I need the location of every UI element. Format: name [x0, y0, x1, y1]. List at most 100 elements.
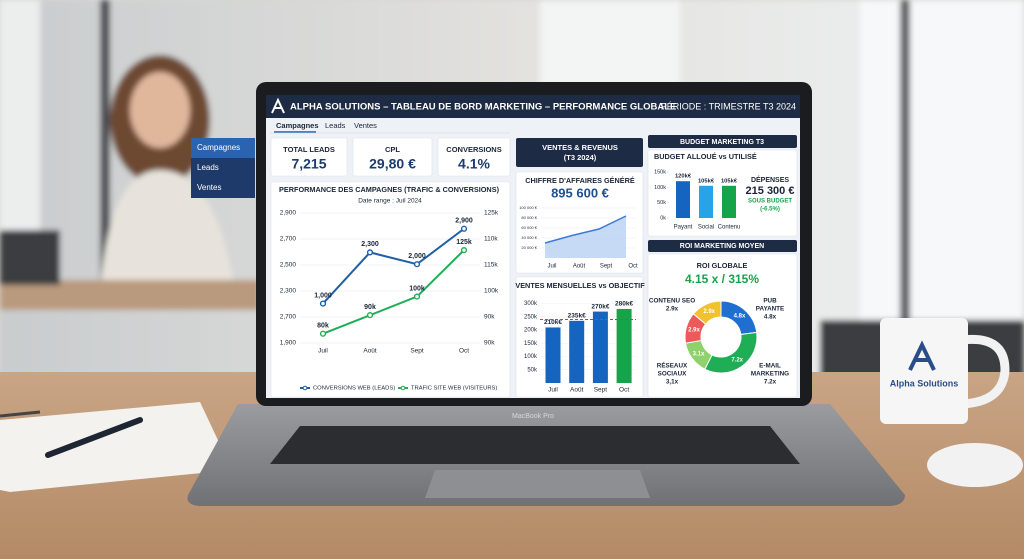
y-tick-label: 1,900 [280, 340, 297, 347]
x-tick-label: Contenu [718, 225, 741, 231]
segment-label: 4.8x [734, 314, 746, 320]
data-point [319, 300, 327, 307]
sidebar-item[interactable]: Campagnes [197, 143, 240, 152]
data-label: 2,000 [408, 253, 426, 260]
x-tick-label: Payant [674, 225, 693, 231]
callout-label: E-MAIL [759, 363, 781, 370]
x-tick-label: Oct [459, 348, 469, 355]
data-label: 210k€ [544, 319, 562, 326]
mug: Alpha Solutions [880, 318, 1010, 424]
x-tick-label: Août [570, 387, 584, 394]
bar [699, 185, 713, 218]
y-tick-label: 150k [654, 169, 666, 175]
header-title: ALPHA SOLUTIONS – TABLEAU DE BORD MARKET… [290, 102, 676, 113]
section-title: (T3 2024) [564, 153, 597, 162]
bar [592, 311, 608, 383]
line-series [322, 249, 465, 335]
window [540, 0, 680, 90]
data-label: 235k€ [568, 313, 586, 320]
callout-label: SOCIAUX [658, 371, 687, 378]
y-tick-label: 2,300 [280, 288, 297, 295]
y-tick-label: 2,700 [280, 314, 297, 321]
line-series [322, 227, 465, 305]
notebook-spiral [0, 410, 41, 418]
data-label: 120k€ [675, 174, 692, 180]
header-period: PÉRIODE : TRIMESTRE T3 2024 [661, 101, 796, 111]
area-line [544, 215, 627, 244]
x-tick-label: Sept [410, 348, 424, 355]
chart-title: ROI GLOBALE [697, 261, 748, 270]
data-point [460, 225, 468, 232]
sidebar-item[interactable]: Leads [197, 163, 219, 172]
tab[interactable]: Campagnes [276, 121, 319, 130]
chart-title: CHIFFRE D'AFFAIRES GÉNÉRÉ [525, 176, 635, 185]
kpi-label: TOTAL LEADS [283, 145, 335, 154]
keyboard [270, 426, 800, 464]
data-label: 80k [317, 323, 329, 330]
x-tick-label: Sept [594, 387, 608, 394]
x-tick-label: Août [573, 264, 586, 270]
y-tick-label: 100k [524, 354, 538, 360]
y-tick-label: 50k [527, 367, 538, 373]
kpi-value: 29,80 € [369, 156, 416, 172]
chart-subtitle: Date range : Juil 2024 [358, 198, 422, 205]
data-point [319, 330, 327, 337]
chart-title: VENTES MENSUELLES vs OBJECTIF [515, 281, 645, 290]
data-point [413, 293, 421, 300]
bar [616, 308, 632, 383]
section-title: BUDGET MARKETING T3 [680, 139, 764, 146]
y2-tick-label: 90k [484, 340, 495, 347]
tab[interactable]: Ventes [354, 121, 377, 130]
header-bar [266, 95, 800, 118]
person-body [100, 170, 235, 290]
section-header [648, 135, 797, 148]
x-tick-label: Juil [547, 264, 556, 270]
callout-label: PAYANTE [756, 306, 784, 313]
y-tick-label: 150k [524, 341, 538, 347]
data-label: 125k [456, 239, 472, 246]
data-point [413, 261, 421, 268]
data-label: 1,000 [314, 292, 332, 299]
dashboard: ALPHA SOLUTIONS – TABLEAU DE BORD MARKET… [191, 95, 800, 398]
data-label: 2,300 [361, 241, 379, 248]
callout-label: 4.8x [764, 314, 777, 321]
legend-dot [400, 385, 406, 391]
spend-value: 215 300 € [746, 185, 795, 197]
tab[interactable]: Leads [325, 121, 346, 130]
data-label: 270k€ [591, 303, 609, 310]
trackpad [425, 470, 650, 498]
mug-handle [961, 334, 1010, 409]
y-tick-label: 2,700 [280, 236, 297, 243]
y2-tick-label: 110k [484, 236, 498, 243]
sidebar-item[interactable]: Ventes [197, 183, 221, 192]
y-tick-label: 300k [524, 301, 538, 307]
y-tick-label: 200k [524, 328, 538, 334]
segment-label: 2.9x [688, 327, 700, 333]
kpi-label: CPL [385, 145, 400, 154]
bar [722, 185, 736, 218]
y-tick-label: 100 000 € [519, 205, 538, 210]
callout-label: 3,1x [666, 379, 679, 386]
x-tick-label: Social [698, 225, 714, 231]
window [860, 0, 1024, 330]
window [0, 0, 40, 250]
y-tick-label: 60 000 € [521, 225, 537, 230]
pen [45, 417, 143, 458]
donut-segment [692, 300, 722, 325]
y-tick-label: 20 000 € [521, 245, 537, 250]
bar [545, 327, 561, 383]
y-tick-label: 250k [524, 314, 538, 320]
y2-tick-label: 100k [484, 288, 499, 295]
sidebar-active [191, 138, 255, 158]
kpi-card [352, 137, 433, 177]
y-tick-label: 50k [657, 200, 666, 206]
data-label: 2,900 [455, 218, 473, 225]
legend-label: CONVERSIONS WEB (LEADS) [313, 386, 395, 392]
notebook-page [0, 402, 232, 492]
data-point [366, 312, 374, 319]
x-tick-label: Juil [318, 348, 328, 355]
chart-card [647, 253, 798, 398]
y2-tick-label: 115k [484, 262, 498, 269]
data-point [366, 249, 374, 256]
spend-label: DÉPENSES [751, 175, 789, 184]
